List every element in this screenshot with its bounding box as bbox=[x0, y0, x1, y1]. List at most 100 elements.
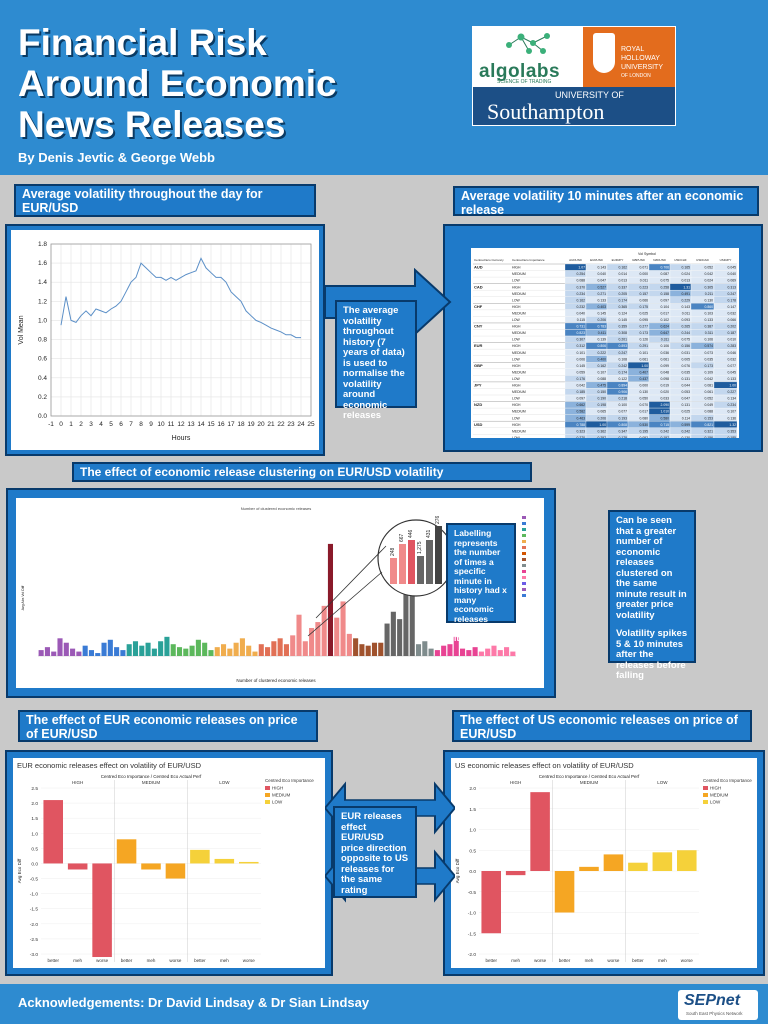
table-cell-value: 0.017 bbox=[661, 311, 670, 315]
table-cell-value: 2.090 bbox=[661, 403, 670, 407]
table-header: AUDUSD bbox=[569, 258, 583, 262]
table-cell-value: 0.788 bbox=[577, 423, 586, 427]
x-tick-label: 24 bbox=[297, 421, 305, 428]
algolabs-text: algolabs bbox=[479, 61, 561, 82]
y-tick-label: 1.2 bbox=[38, 298, 47, 305]
y-tick-label: -0.5 bbox=[468, 890, 477, 896]
network-icon bbox=[506, 33, 550, 54]
greater-volatility-note: Can be seen that a greater number of eco… bbox=[608, 510, 696, 681]
table-cell-value: 0.088 bbox=[577, 279, 586, 283]
table-cell-value: 0.014 bbox=[619, 272, 628, 276]
table-cell-value: 0.073 bbox=[705, 351, 714, 355]
bar bbox=[158, 641, 164, 656]
bar bbox=[481, 871, 501, 934]
table-cell-value: 0.173 bbox=[640, 331, 649, 335]
y-tick-label: 0.0 bbox=[38, 413, 47, 420]
legend-swatch bbox=[703, 786, 708, 790]
x-tick-label: 16 bbox=[217, 421, 225, 428]
table-cell-value: 0.013 bbox=[619, 279, 628, 283]
us-bar-chart: US economic releases effect on volatilit… bbox=[455, 761, 752, 963]
table-currency: CHF bbox=[474, 304, 483, 309]
table-cell-value: 0.291 bbox=[640, 344, 649, 348]
group-label: LOW bbox=[219, 780, 230, 785]
table-cell-value: 0.025 bbox=[640, 311, 649, 315]
bar bbox=[422, 641, 428, 656]
bar bbox=[220, 644, 227, 656]
y-tick-label: 1.5 bbox=[469, 807, 476, 813]
table-cell-value: 0.242 bbox=[682, 429, 691, 433]
line-chart: -1 0 1 2 3 4 5 6 7 8 9 10 11 12 13 14 15 16 17 18 19 20 21 22 23… bbox=[18, 241, 315, 442]
bar bbox=[208, 650, 214, 656]
table-cell-value: 0.136 bbox=[728, 416, 737, 420]
bar bbox=[265, 647, 271, 656]
after-release-heading: Average volatility 10 minutes after an e… bbox=[453, 186, 759, 217]
y-tick-label: -1.5 bbox=[468, 931, 477, 937]
chart-subtitle: Centred Eco Importance / Centred Eco Act… bbox=[539, 774, 640, 779]
table-cell-value: 0.069 bbox=[728, 279, 737, 283]
bar bbox=[327, 543, 334, 656]
legend-label: MEDIUM bbox=[710, 793, 728, 798]
table-cell-value: 0.040 bbox=[577, 311, 586, 315]
table-cell-value: 0.715 bbox=[661, 423, 670, 427]
x-tick-label: 7 bbox=[129, 421, 133, 428]
table-cell-value: 0.165 bbox=[682, 266, 691, 270]
bar bbox=[315, 622, 321, 656]
table-cell-value: 0.185 bbox=[728, 436, 737, 438]
table-cell-value: 0.131 bbox=[682, 403, 691, 407]
x-tick-label: 18 bbox=[237, 421, 245, 428]
bar bbox=[415, 644, 422, 656]
table-cell-value: 0.197 bbox=[661, 436, 670, 438]
table-cell-value: 0.400 bbox=[598, 357, 607, 361]
table-cell-value: 0.198 bbox=[598, 403, 607, 407]
table-importance: HIGH bbox=[512, 285, 521, 289]
bar bbox=[677, 850, 697, 871]
y-tick-label: 1.4 bbox=[38, 279, 47, 286]
legend-swatch bbox=[522, 534, 526, 537]
bar bbox=[190, 849, 210, 864]
x-tick-label: 21 bbox=[267, 421, 275, 428]
daily-vol-panel: -1 0 1 2 3 4 5 6 7 8 9 10 11 12 13 14 15 16 17 18 19 20 21 22 23… bbox=[5, 224, 325, 456]
table-cell-value: 0.130 bbox=[705, 298, 714, 302]
table-cell-value: 0.045 bbox=[728, 370, 737, 374]
table-cell-value: 0.005 bbox=[682, 357, 691, 361]
bar bbox=[603, 854, 624, 871]
table-cell-value: 0.347 bbox=[619, 429, 628, 433]
table-cell-value: 0.305 bbox=[705, 285, 714, 289]
bar bbox=[459, 648, 466, 656]
table-importance: LOW bbox=[512, 397, 521, 401]
bar bbox=[38, 650, 44, 656]
zoom-label: 446 bbox=[408, 529, 414, 538]
table-cell-value: 0.053 bbox=[682, 390, 691, 394]
x-tick-label: better bbox=[632, 958, 644, 963]
table-cell-value: 0.162 bbox=[619, 266, 628, 270]
poster-header: Financial Risk Around Economic News Rele… bbox=[0, 0, 768, 175]
table-cell-value: 0.234 bbox=[577, 292, 586, 296]
table-cell-value: 0.150 bbox=[598, 390, 607, 394]
table-cell-value: 0.158 bbox=[661, 292, 670, 296]
bar bbox=[554, 871, 575, 913]
table-cell-value: 0.277 bbox=[640, 325, 649, 329]
table-cell-value: 0.133 bbox=[728, 377, 737, 381]
table-cell-value: 0.066 bbox=[728, 318, 737, 322]
table-cell-value: 0.077 bbox=[619, 410, 628, 414]
table-cell-value: 0.077 bbox=[728, 364, 737, 368]
table-importance: HIGH bbox=[512, 403, 521, 407]
x-axis-label: Number of clustered economic releases bbox=[236, 678, 316, 683]
daily-vol-heading: Average volatility throughout the day fo… bbox=[14, 184, 316, 217]
x-tick-label: 20 bbox=[257, 421, 265, 428]
table-importance: HIGH bbox=[512, 344, 521, 348]
table-cell-value: 0.906 bbox=[619, 390, 628, 394]
table-cell-value: 0.823 bbox=[577, 331, 586, 335]
table-header: EURJPY bbox=[612, 258, 624, 262]
table-cell-value: 0.040 bbox=[728, 272, 737, 276]
y-tick-label: -1.0 bbox=[468, 911, 477, 917]
volatility-table-container: Vol Symbol Centred Eco Currency Centred Ec… bbox=[471, 248, 739, 442]
table-currency: CAD bbox=[474, 284, 483, 289]
bar bbox=[497, 650, 503, 656]
table-cell-value: 0.011 bbox=[640, 279, 648, 283]
zoom-bar bbox=[408, 540, 415, 584]
table-cell-value: 1.32 bbox=[729, 423, 736, 427]
x-tick-label: worse bbox=[681, 958, 694, 963]
x-tick-label: better bbox=[559, 958, 571, 963]
us-panel: US economic releases effect on volatilit… bbox=[443, 750, 765, 976]
